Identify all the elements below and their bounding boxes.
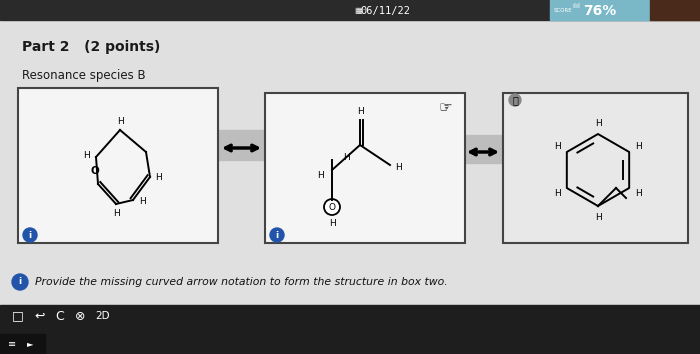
Bar (650, 0, 700, 20)
Text: ►: ► (27, 339, 34, 348)
Text: i: i (275, 230, 279, 240)
Text: SCORE: SCORE (554, 8, 573, 13)
Text: ▦: ▦ (354, 6, 362, 16)
Text: O: O (90, 166, 99, 176)
Circle shape (12, 274, 28, 290)
Text: □: □ (12, 309, 24, 322)
Text: ☞: ☞ (438, 101, 452, 115)
Bar (218, 130, 265, 160)
Text: ↩: ↩ (35, 309, 46, 322)
Text: 76%: 76% (583, 4, 617, 18)
Text: Resonance species B: Resonance species B (22, 69, 146, 81)
Text: ⊗: ⊗ (75, 309, 85, 322)
Text: 🔒: 🔒 (512, 95, 518, 105)
Text: H: H (395, 162, 401, 171)
Bar (0, 334, 45, 354)
Circle shape (270, 228, 284, 242)
Text: Part 2   (2 points): Part 2 (2 points) (22, 40, 160, 54)
Text: ılıl: ılıl (572, 3, 580, 9)
Bar (0, 20, 700, 315)
Text: H: H (117, 116, 123, 126)
Text: H: H (356, 108, 363, 116)
Bar (18, 88, 218, 243)
Bar (0, 0, 700, 20)
Text: H: H (113, 209, 120, 217)
Text: H: H (554, 142, 561, 151)
Bar (465, 135, 503, 163)
Text: C: C (55, 309, 64, 322)
Text: H: H (316, 171, 323, 179)
Text: H: H (636, 142, 642, 151)
Circle shape (509, 94, 521, 106)
Text: H: H (155, 172, 162, 182)
Bar (550, 0, 650, 20)
Bar (0, 305, 700, 354)
Text: H: H (342, 153, 349, 161)
Bar (265, 93, 465, 243)
Text: i: i (29, 230, 32, 240)
Text: H: H (139, 198, 146, 206)
Text: i: i (18, 278, 22, 286)
Text: 06/11/22: 06/11/22 (360, 6, 410, 16)
Text: H: H (594, 119, 601, 127)
Text: 2D: 2D (96, 311, 111, 321)
Text: H: H (594, 212, 601, 222)
Text: H: H (328, 218, 335, 228)
Circle shape (23, 228, 37, 242)
Text: Provide the missing curved arrow notation to form the structure in box two.: Provide the missing curved arrow notatio… (35, 277, 448, 287)
Circle shape (324, 199, 340, 215)
Text: H: H (636, 189, 642, 198)
Bar (503, 93, 688, 243)
Text: H: H (83, 150, 90, 160)
Text: O: O (328, 202, 335, 211)
Text: ≡: ≡ (8, 339, 16, 349)
Text: H: H (554, 189, 561, 198)
